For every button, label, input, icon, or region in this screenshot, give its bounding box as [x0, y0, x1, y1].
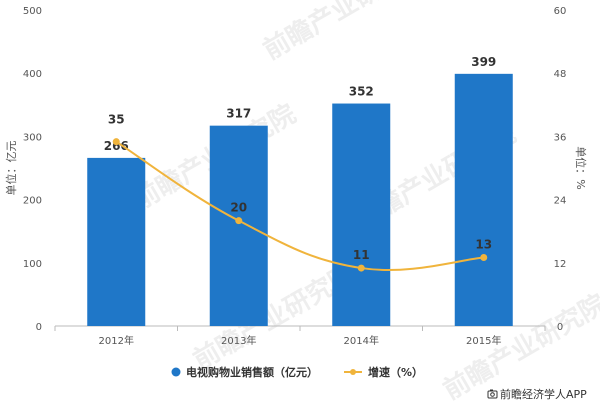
- y2-tick-label: 36: [554, 132, 567, 143]
- bar-value-label: 266: [104, 139, 129, 153]
- y2-tick-label: 48: [554, 69, 567, 80]
- x-tick-label: 2015年: [466, 334, 501, 347]
- growth-point-3: [480, 254, 488, 262]
- bar-value-label: 317: [226, 107, 251, 121]
- x-tick-label: 2012年: [99, 334, 134, 347]
- line-labels: 35 20 11 13: [108, 113, 492, 262]
- bar-3: [454, 73, 513, 326]
- y2-tick-label: 12: [554, 259, 567, 270]
- bar-2: [332, 103, 391, 326]
- source: 前瞻经济学人APP: [487, 387, 587, 401]
- y2-tick-label: 60: [554, 6, 567, 17]
- bar-value-label: 352: [349, 85, 374, 99]
- y2-axis-ticks: 0 12 24 36 48 60: [554, 6, 567, 333]
- x-tick-label: 2013年: [221, 334, 256, 347]
- bar-1: [209, 125, 268, 326]
- y-axis-ticks: 0 100 200 300 400 500: [23, 6, 42, 333]
- y-tick-label: 400: [23, 69, 42, 80]
- growth-value-label: 13: [475, 238, 492, 252]
- y2-tick-label: 0: [557, 322, 563, 333]
- bar-series: [87, 73, 513, 326]
- growth-value-label: 35: [108, 113, 125, 127]
- y-tick-label: 500: [23, 6, 42, 17]
- growth-point-1: [235, 217, 243, 225]
- growth-point-2: [357, 264, 365, 272]
- legend-line-label: 增速（%）: [368, 365, 423, 379]
- y-axis-title: 单位：亿元: [4, 141, 18, 196]
- growth-point-0: [112, 138, 120, 146]
- svg-text:前瞻产业研究院: 前瞻产业研究院: [258, 0, 431, 66]
- bar-labels: 266 317 352 399: [104, 55, 497, 153]
- growth-value-label: 20: [230, 201, 247, 215]
- y-tick-label: 100: [23, 259, 42, 270]
- growth-value-label: 11: [353, 248, 370, 262]
- legend: 电视购物业销售额（亿元） 增速（%）: [171, 365, 423, 379]
- bar-value-label: 399: [471, 55, 496, 69]
- source-label: 前瞻经济学人APP: [500, 387, 587, 401]
- y-tick-label: 200: [23, 196, 42, 207]
- y-tick-label: 0: [36, 322, 42, 333]
- legend-line-marker: [350, 369, 356, 375]
- legend-bar-swatch: [171, 367, 181, 377]
- legend-bar-label: 电视购物业销售额（亿元）: [186, 365, 318, 379]
- growth-line: [115, 140, 484, 271]
- line-series: [112, 138, 488, 272]
- y2-axis-title: 单位：%: [574, 146, 588, 189]
- x-tick-label: 2014年: [344, 334, 379, 347]
- y-tick-label: 300: [23, 132, 42, 143]
- x-axis-ticks: 2012年 2013年 2014年 2015年: [54, 326, 546, 347]
- y2-tick-label: 24: [554, 196, 567, 207]
- bar-0: [87, 157, 146, 326]
- camera-icon: [487, 389, 498, 399]
